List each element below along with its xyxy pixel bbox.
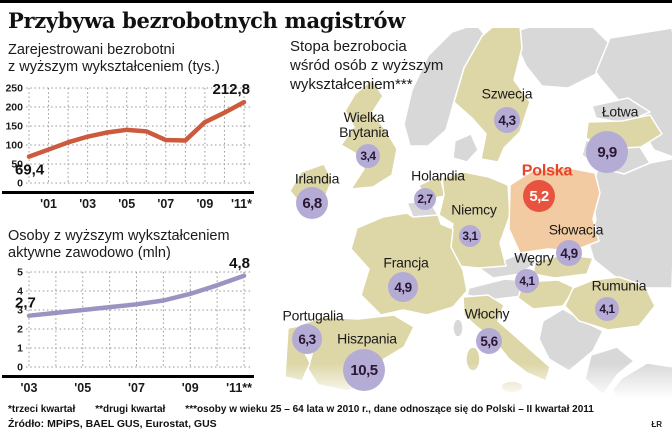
svg-text:'03: '03: [21, 381, 38, 395]
svg-text:0: 0: [17, 362, 23, 374]
svg-text:4,8: 4,8: [229, 255, 250, 272]
europe-map-shapes: [284, 28, 672, 405]
page-title: Przybywa bezrobotnych magistrów: [8, 8, 405, 33]
top-rule: [0, 0, 672, 3]
island-corsica: [452, 318, 464, 338]
map-bubble-hiszpania: 10,5: [343, 349, 385, 391]
map-bubble-szwecja: 4,3: [494, 107, 520, 133]
svg-text:3: 3: [17, 305, 23, 317]
map-label-polska: Polska: [521, 162, 573, 180]
map-label-rumunia: Rumunia: [591, 277, 647, 294]
svg-text:5: 5: [17, 267, 23, 279]
map-bubble-portugalia: 6,3: [292, 324, 322, 354]
svg-text:'05: '05: [118, 197, 135, 211]
credit-initials: ŁR: [651, 420, 662, 429]
map-label-holandia: Holandia: [411, 167, 465, 184]
svg-text:2: 2: [17, 324, 23, 336]
svg-text:'11**: '11**: [226, 381, 252, 395]
svg-text:69,4: 69,4: [15, 162, 45, 179]
map-label-portugalia: Portugalia: [282, 307, 344, 324]
footnote-3: ***osoby w wieku 25 – 64 lata w 2010 r.,…: [185, 404, 594, 415]
svg-text:'09: '09: [196, 197, 213, 211]
map-bubble-niemcy: 3,1: [459, 225, 481, 247]
chart-workforce-title: Osoby z wyższym wykształceniem aktywne z…: [8, 228, 230, 262]
country-shape-norway: [403, 28, 485, 147]
map-label-slowacja: Słowacja: [548, 221, 604, 238]
svg-text:250: 250: [5, 83, 23, 95]
svg-text:4: 4: [17, 286, 23, 298]
svg-text:100: 100: [5, 140, 23, 152]
svg-text:50: 50: [11, 159, 23, 171]
country-shape-francja: [350, 212, 468, 316]
map-label-wielka-brytania: Wielka Brytania: [339, 108, 389, 140]
svg-text:'03: '03: [79, 197, 96, 211]
europe-map: Stopa bezrobocia wśród osób z wyższym wy…: [262, 28, 672, 405]
footnote-1: *trzeci kwartał: [8, 404, 76, 415]
map-label-francja: Francja: [383, 254, 429, 271]
svg-text:'11*: '11*: [231, 197, 252, 211]
svg-text:200: 200: [5, 102, 23, 114]
map-bubble-lotwa: 9,9: [586, 131, 628, 173]
map-label-szwecja: Szwecja: [481, 85, 533, 102]
map-bubble-rumunia: 4,1: [595, 297, 619, 321]
country-shape-polska: [508, 166, 601, 254]
svg-text:'07: '07: [157, 197, 174, 211]
country-shape-wielka-brytania: [340, 79, 398, 190]
chart-unemployed-plot: 0 50 100 150 200 250 '01 '03 '05 '07 '09 '11* 69,4 21…: [2, 81, 254, 211]
svg-text:'05: '05: [74, 381, 91, 395]
map-bubble-slowacja: 4,9: [556, 240, 582, 266]
map-label-wegry: Węgry: [514, 249, 554, 266]
island-sicily: [500, 380, 524, 394]
island-sardinia: [465, 346, 481, 372]
map-label-irlandia: Irlandia: [294, 170, 340, 187]
map-bubble-wielka-brytania: 3,4: [356, 144, 380, 168]
svg-text:'07: '07: [128, 381, 145, 395]
svg-text:150: 150: [5, 121, 23, 133]
map-title: Stopa bezrobocia wśród osób z wyższym wy…: [290, 38, 444, 93]
country-shape-niemcy: [438, 171, 511, 269]
map-bubble-wlochy: 5,6: [476, 328, 502, 354]
map-bubble-holandia: 2,7: [414, 188, 436, 210]
map-label-lotwa: Łotwa: [601, 103, 639, 120]
map-bubble-francja: 4,9: [388, 272, 418, 302]
map-bubble-wegry: 4,1: [515, 269, 539, 293]
map-bubble-irlandia: 6,8: [296, 187, 328, 219]
country-shape-finland: [513, 28, 611, 89]
chart-unemployed-title: Zarejestrowani bezrobotni z wyższym wyks…: [8, 42, 220, 76]
country-shape-balkans: [538, 308, 604, 372]
svg-text:1: 1: [17, 343, 23, 355]
svg-text:0: 0: [17, 178, 23, 190]
svg-text:212,8: 212,8: [212, 81, 250, 98]
country-shape-denmark: [452, 133, 479, 163]
footnote-2: **drugi kwartał: [95, 404, 166, 415]
map-label-wlochy: Włochy: [464, 305, 510, 322]
svg-text:'09: '09: [182, 381, 199, 395]
svg-text:2,7: 2,7: [15, 295, 36, 312]
map-label-niemcy: Niemcy: [451, 201, 497, 218]
svg-text:'01: '01: [40, 197, 57, 211]
chart-workforce-plot: 0 1 2 3 4 5 '03 '05 '07 '09 '11** 2,7 4,8: [2, 255, 254, 395]
map-label-hiszpania: Hiszpania: [337, 330, 397, 347]
source-line: Źródło: MPiPS, BAEL GUS, Eurostat, GUS: [8, 418, 217, 430]
footnotes: *trzeci kwartał **drugi kwartał ***osoby w…: [8, 404, 614, 415]
map-bubble-polska: 5,2: [523, 180, 555, 212]
